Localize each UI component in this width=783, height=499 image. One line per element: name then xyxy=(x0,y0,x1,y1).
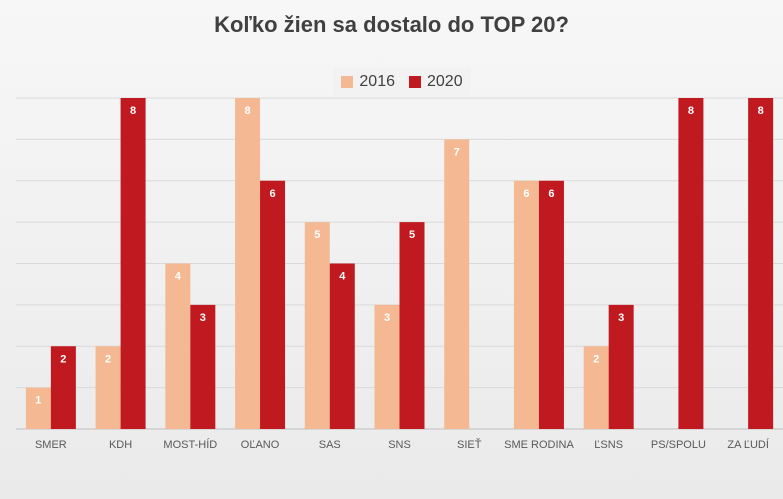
data-label-2020: 2 xyxy=(60,353,66,365)
bar-2016 xyxy=(374,304,400,429)
data-label-2016: 2 xyxy=(593,353,599,365)
legend: 2016 2020 xyxy=(333,68,471,96)
bar-2016 xyxy=(583,346,609,429)
data-label-2016: 7 xyxy=(454,146,460,158)
x-tick-label: SIEŤ xyxy=(457,438,482,451)
data-label-2020: 4 xyxy=(339,271,346,283)
x-tick-label: SAS xyxy=(319,439,341,451)
bar-2020 xyxy=(50,346,76,429)
data-label-2016: 8 xyxy=(244,105,250,117)
legend-label-2016: 2016 xyxy=(359,73,395,90)
x-tick-label: ĽSNS xyxy=(594,439,623,451)
data-label-2020: 5 xyxy=(409,229,415,241)
bar-2020 xyxy=(678,98,704,429)
data-label-2020: 6 xyxy=(548,188,554,200)
bar-2016 xyxy=(304,222,330,429)
bar-2020 xyxy=(399,222,425,429)
legend-item-2016: 2016 xyxy=(341,73,395,91)
legend-item-2020: 2020 xyxy=(409,73,463,91)
x-tick-label: ZA ĽUDÍ xyxy=(727,438,770,451)
bar-2020 xyxy=(260,180,286,429)
data-label-2016: 2 xyxy=(105,353,111,365)
data-label-2020: 8 xyxy=(130,105,136,117)
x-tick-label: MOST-HÍD xyxy=(163,438,217,451)
bar-2020 xyxy=(608,304,634,429)
x-tick-label: KDH xyxy=(109,439,132,451)
data-label-2020: 8 xyxy=(758,105,764,117)
x-tick-label: SME RODINA xyxy=(504,439,574,451)
data-label-2016: 5 xyxy=(314,229,320,241)
legend-swatch-2016 xyxy=(341,76,354,88)
bar-2016 xyxy=(95,346,121,429)
data-label-2020: 3 xyxy=(618,312,624,324)
bar-2016 xyxy=(165,263,191,429)
bar-2016 xyxy=(444,139,470,429)
data-label-2020: 8 xyxy=(688,105,694,117)
legend-label-2020: 2020 xyxy=(427,73,463,90)
bar-2020 xyxy=(120,98,146,429)
legend-swatch-2020 xyxy=(409,76,421,88)
bar-2020 xyxy=(190,304,216,429)
x-tick-label: OĽANO xyxy=(241,439,280,451)
data-label-2020: 3 xyxy=(200,312,206,324)
bar-2020 xyxy=(329,263,355,429)
x-tick-label: SNS xyxy=(388,439,411,451)
data-label-2016: 3 xyxy=(384,312,390,324)
data-label-2016: 6 xyxy=(523,188,529,200)
bar-2020 xyxy=(538,180,564,429)
bar-2016 xyxy=(513,180,539,429)
bar-2016 xyxy=(25,387,51,429)
bar-2016 xyxy=(235,98,261,429)
x-tick-label: SMER xyxy=(35,439,67,451)
x-tick-label: PS/SPOLU xyxy=(651,439,706,451)
data-label-2016: 1 xyxy=(35,395,41,407)
bar-2020 xyxy=(748,98,774,429)
data-label-2020: 6 xyxy=(269,188,275,200)
data-label-2016: 4 xyxy=(175,271,182,283)
chart-title: Koľko žien sa dostalo do TOP 20? xyxy=(214,12,569,37)
